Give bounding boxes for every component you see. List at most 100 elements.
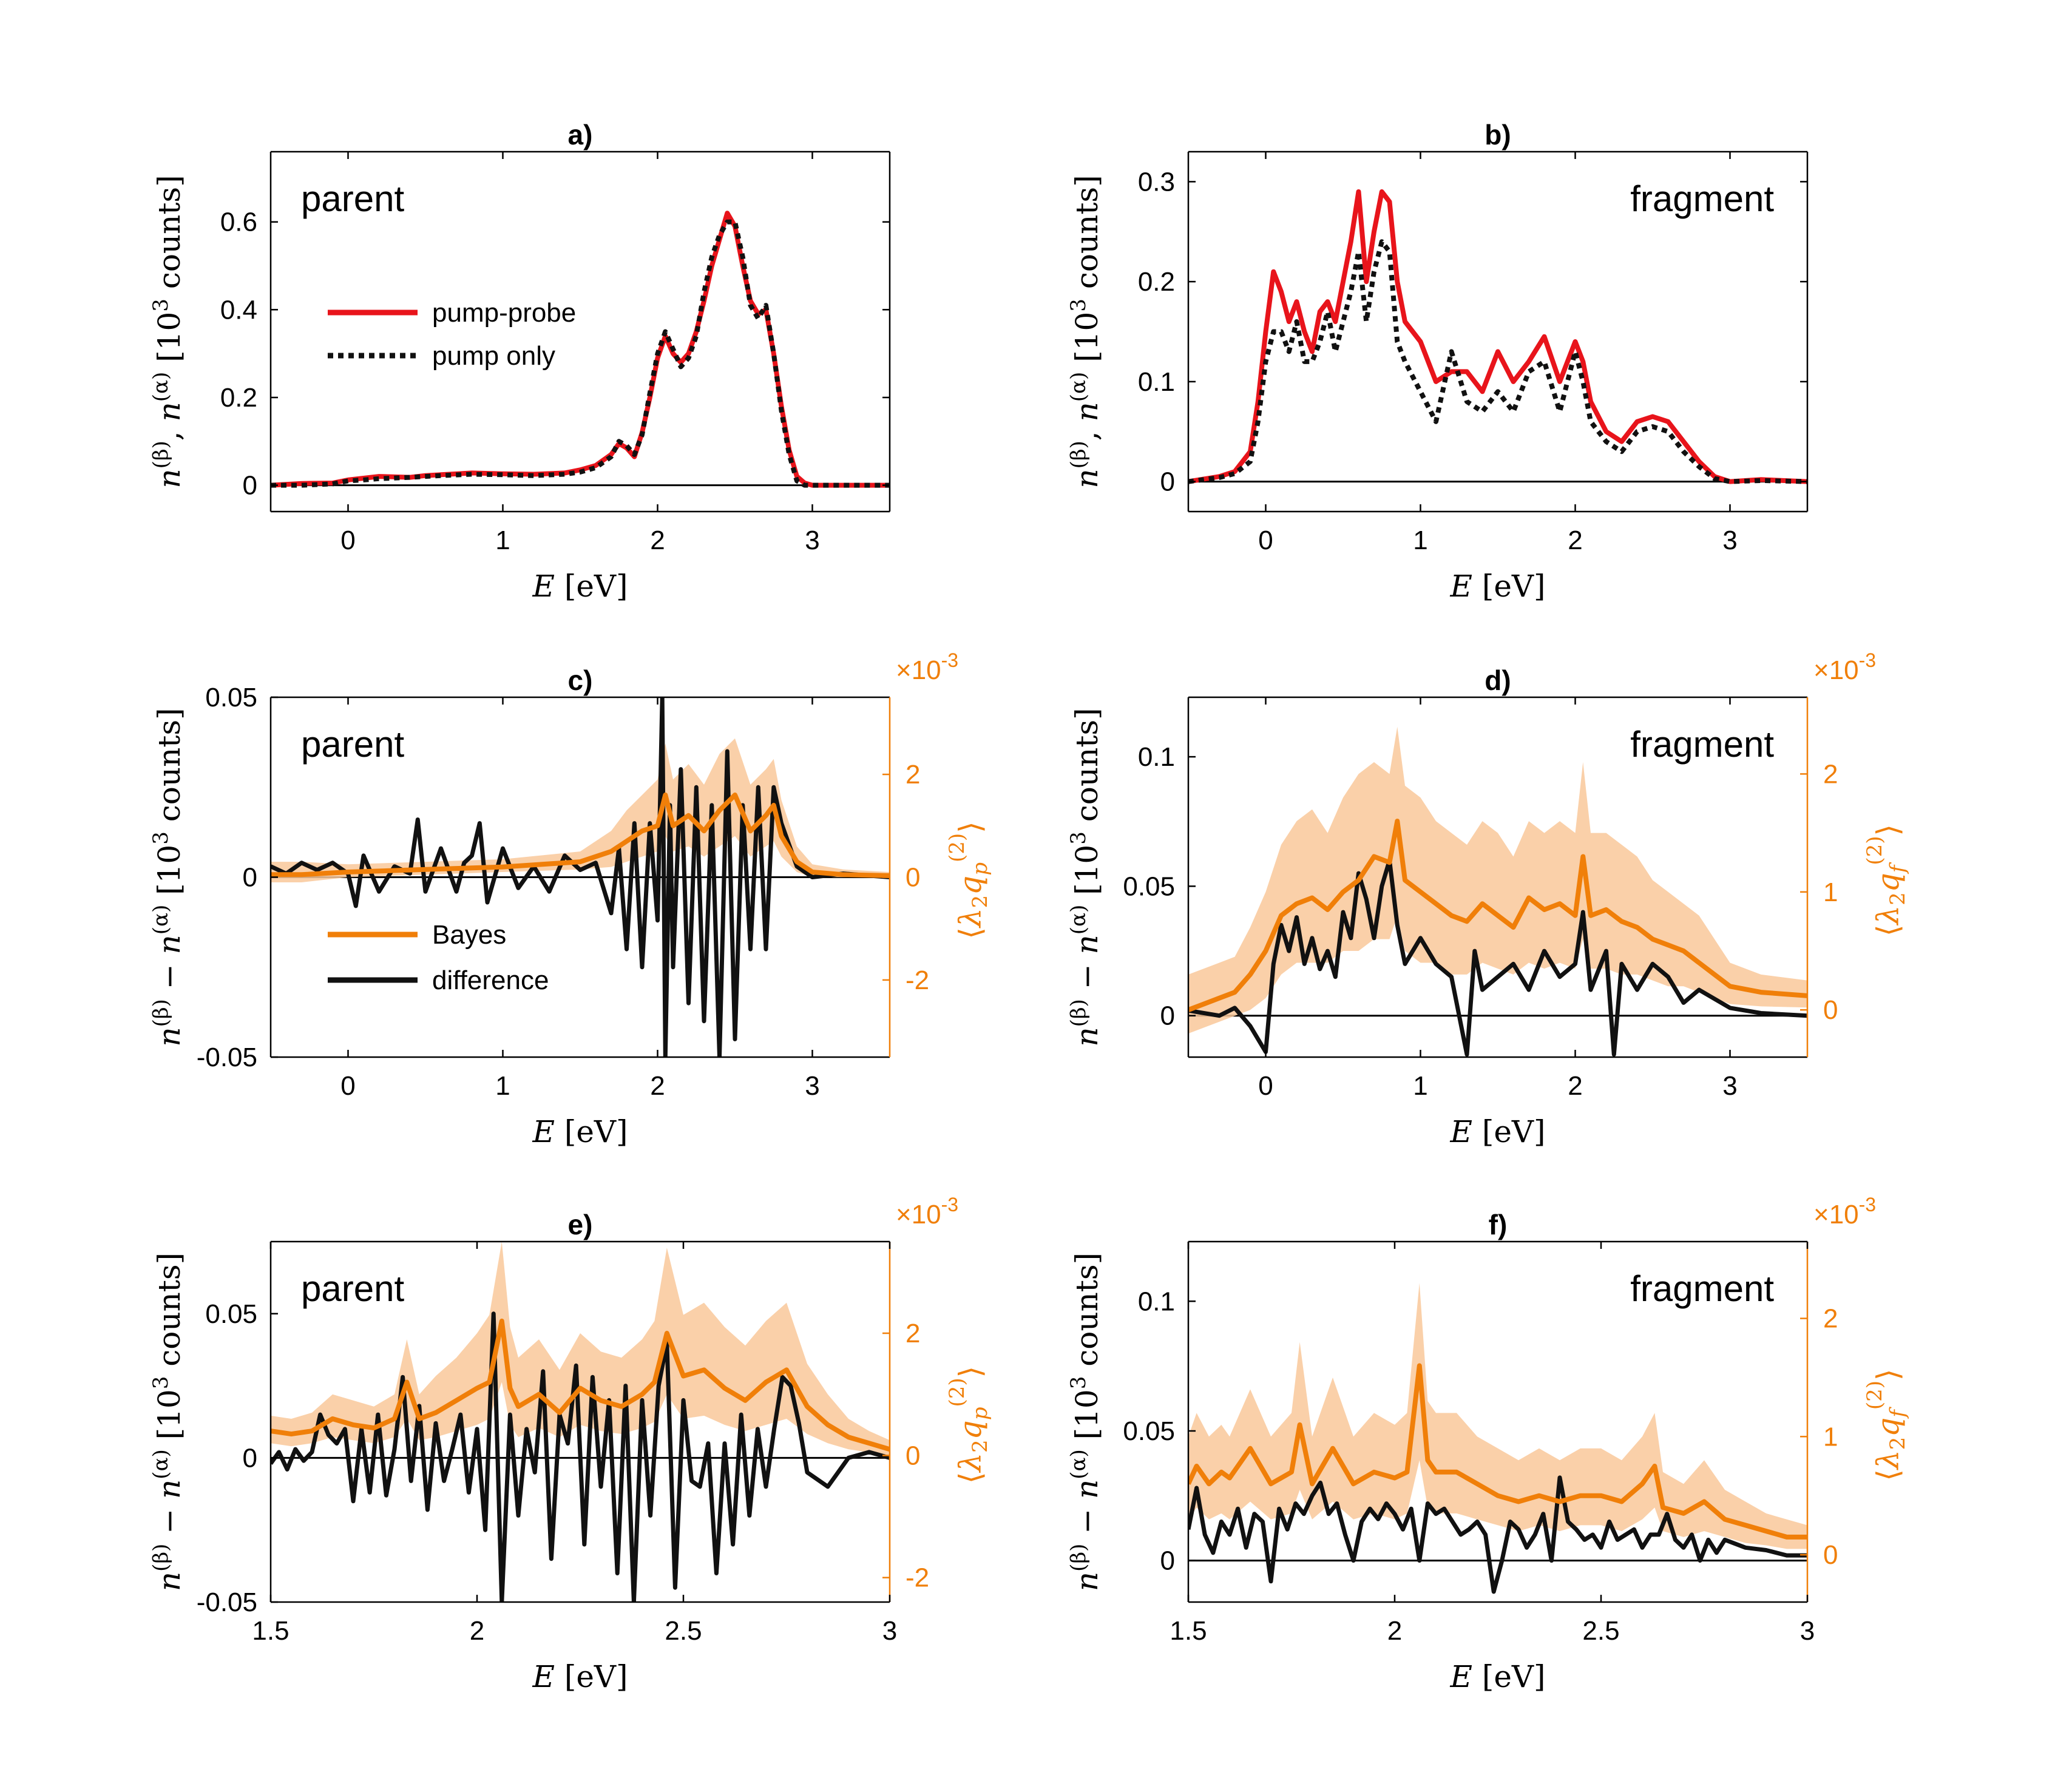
- series-difference: [1188, 1475, 1807, 1594]
- plot-area: [1188, 152, 1807, 512]
- x-tick-label: 2: [470, 1616, 484, 1646]
- series-pump-only: [1188, 239, 1807, 484]
- right-axis-multiplier: ×10-3: [1813, 1194, 1876, 1229]
- x-tick-label: 2: [1568, 526, 1582, 555]
- panel-b: 0 1 2 3 0 0.1 0.2 0.3 b) fragment E [eV] n(β), n(α)…: [1066, 119, 1809, 604]
- series-pump-probe: [1188, 189, 1807, 484]
- plot-layer: [1188, 1283, 1807, 1594]
- series-bayes: [1188, 819, 1807, 1012]
- y-tick-label: 0.4: [220, 295, 257, 325]
- y-tick-label: -0.05: [197, 1587, 257, 1617]
- x-axis-label: E [eV]: [532, 569, 628, 604]
- y-tick-label-right: 0: [906, 1441, 920, 1470]
- y-axis-label-right: ⟨λ2qf(2)⟩: [1863, 1368, 1910, 1481]
- y-tick-label-right: 2: [1823, 759, 1838, 789]
- x-tick-label: 2: [1387, 1616, 1402, 1646]
- x-tick-label: 3: [805, 526, 819, 555]
- y-tick-label: 0.6: [220, 208, 257, 237]
- panel-annotation: parent: [301, 178, 404, 219]
- panel-annotation: parent: [301, 1268, 404, 1309]
- x-tick-label: 0: [340, 1071, 355, 1101]
- uncertainty-band: [1188, 726, 1807, 1034]
- y-tick-label-right: 0: [1823, 1540, 1838, 1570]
- series-bayes: [1188, 1363, 1807, 1540]
- x-axis-label: E [eV]: [1449, 569, 1545, 604]
- y-tick-label-right: 2: [1823, 1304, 1838, 1334]
- x-tick-label: 2: [650, 1071, 665, 1101]
- legend-label-difference: difference: [432, 965, 549, 995]
- panel-annotation: parent: [301, 724, 404, 765]
- series-bayes: [271, 793, 890, 878]
- x-tick-label: 2.5: [665, 1616, 702, 1646]
- y-tick-label: 0: [1160, 467, 1175, 497]
- y-tick-label-right: -2: [906, 1563, 929, 1593]
- y-tick-label: 0: [1160, 1001, 1175, 1031]
- panel-title: e): [568, 1209, 593, 1240]
- y-tick-label: 0.2: [1138, 267, 1175, 297]
- x-tick-label: 1: [495, 1071, 510, 1101]
- y-axis-label: n(β) − n(α) [103 counts]: [1066, 708, 1105, 1046]
- y-tick-label: -0.05: [197, 1043, 257, 1072]
- uncertainty-band: [271, 1242, 890, 1456]
- y-axis-label-right: ⟨λ2qp(2)⟩: [945, 1366, 992, 1484]
- x-tick-label: 2.5: [1582, 1616, 1619, 1646]
- uncertainty-band: [1188, 1283, 1807, 1549]
- x-axis-label: E [eV]: [1449, 1659, 1545, 1694]
- x-axis-label: E [eV]: [1449, 1114, 1545, 1149]
- x-tick-label: 3: [882, 1616, 897, 1646]
- panel-title: c): [568, 664, 593, 696]
- x-tick-label: 0: [340, 526, 355, 555]
- panel-d: 0 1 2 3 0 0.05 0.1 0 1 2 ×10-3 d) fragment E [eV] n(β)…: [1066, 649, 1910, 1149]
- y-tick-label: 0.3: [1138, 167, 1175, 197]
- plot-layer: [1188, 189, 1807, 484]
- y-tick-label: 0: [243, 1443, 257, 1473]
- x-tick-label: 1.5: [252, 1616, 289, 1646]
- y-tick-label: 0: [243, 863, 257, 893]
- panel-a: 0 1 2 3 0 0.2 0.4 0.6 a) parent E [eV] n(β), n(α) […: [149, 119, 891, 604]
- panel-title: a): [568, 119, 593, 150]
- y-axis-label: n(β), n(α) [103 counts]: [149, 175, 187, 488]
- panel-c: 0 1 2 3 -0.05 0 0.05 -2 0 2 ×10-3 c) parent E [eV] n(β…: [149, 649, 992, 1149]
- panel-f: 1.5 2 2.5 3 0 0.05 0.1 0 1 2 ×10-3 f) fragment E [eV]…: [1066, 1194, 1910, 1694]
- y-tick-label-right: 2: [906, 1319, 920, 1348]
- x-tick-label: 1: [1413, 526, 1427, 555]
- legend-top: pump-probe pump only: [328, 298, 576, 371]
- x-tick-label: 3: [805, 1071, 819, 1101]
- panel-e: 1.5 2 2.5 3 -0.05 0 0.05 -2 0 2 ×10-3 e) parent E [eV…: [149, 1194, 992, 1694]
- series-difference: [1188, 858, 1807, 1057]
- y-tick-label: 0.2: [220, 383, 257, 413]
- x-tick-label: 1.5: [1170, 1616, 1207, 1646]
- y-axis-label: n(β) − n(α) [103 counts]: [1066, 1253, 1105, 1591]
- y-tick-label-right: -2: [906, 965, 929, 995]
- panel-title: d): [1485, 664, 1511, 696]
- y-tick-label-right: 2: [906, 760, 920, 789]
- y-axis-label: n(β), n(α) [103 counts]: [1066, 175, 1105, 488]
- x-tick-label: 2: [650, 526, 665, 555]
- y-tick-label-right: 0: [906, 863, 920, 893]
- y-axis-label-right: ⟨λ2qf(2)⟩: [1863, 824, 1910, 936]
- x-tick-label: 3: [1800, 1616, 1815, 1646]
- panel-annotation: fragment: [1630, 1268, 1774, 1309]
- x-axis-label: E [eV]: [532, 1114, 628, 1149]
- x-tick-label: 0: [1258, 1071, 1273, 1101]
- panel-title: f): [1489, 1209, 1508, 1240]
- right-axis-multiplier: ×10-3: [896, 649, 958, 685]
- y-tick-label: 0: [1160, 1546, 1175, 1576]
- y-tick-label-right: 1: [1823, 877, 1838, 907]
- series-difference: [271, 1311, 890, 1602]
- panel-title: b): [1485, 119, 1511, 150]
- plot-layer: [271, 697, 890, 1057]
- x-tick-label: 3: [1722, 1071, 1737, 1101]
- legend-label-pumpprobe: pump-probe: [432, 298, 576, 328]
- x-axis-label: E [eV]: [532, 1659, 628, 1694]
- y-axis-label-right: ⟨λ2qp(2)⟩: [945, 821, 992, 939]
- plot-layer: [1188, 726, 1807, 1057]
- x-tick-label: 3: [1722, 526, 1737, 555]
- y-axis-label: n(β) − n(α) [103 counts]: [149, 708, 187, 1046]
- y-tick-label: 0.1: [1138, 1287, 1175, 1316]
- x-tick-label: 2: [1568, 1071, 1582, 1101]
- plot-layer: [271, 211, 890, 488]
- y-tick-label: 0: [243, 471, 257, 501]
- y-tick-label: 0.05: [205, 683, 257, 712]
